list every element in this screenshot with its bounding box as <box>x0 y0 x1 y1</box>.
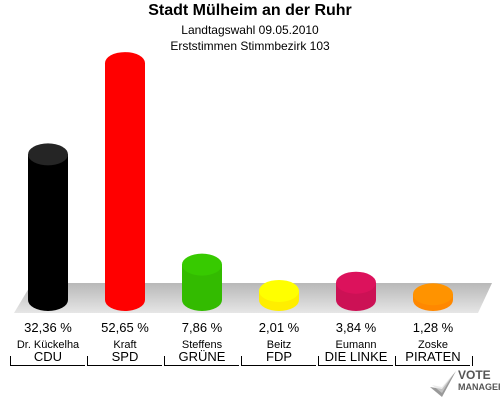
value-label: 3,84 % <box>335 320 377 335</box>
party-label: DIE LINKE <box>324 349 388 364</box>
party-underline <box>319 365 393 366</box>
value-label: 2,01 % <box>258 320 300 335</box>
candidate-label: Kraft <box>113 339 137 351</box>
party-label: PIRATEN <box>405 349 461 364</box>
candidate-label: Steffens <box>181 339 223 351</box>
candidate-label: Eumann <box>335 339 377 351</box>
logo-text-manager: MANAGER <box>458 382 500 392</box>
bar-fdp <box>259 279 299 311</box>
party-label: FDP <box>266 349 292 364</box>
candidate-label: Beitz <box>266 339 292 351</box>
bar-top <box>105 52 145 75</box>
axis-tick <box>164 356 165 366</box>
logo-text-vote: VOTE <box>458 368 491 382</box>
bar-top <box>182 253 222 276</box>
bar-top <box>336 271 376 294</box>
value-label: 7,86 % <box>181 320 223 335</box>
bar-body <box>28 154 68 311</box>
party-underline <box>242 365 316 366</box>
axis-tick <box>472 356 473 366</box>
bar-top <box>413 283 453 306</box>
axis-tick <box>10 356 11 366</box>
chart-title: Stadt Mülheim an der Ruhr <box>148 2 352 19</box>
bar-top <box>28 143 68 166</box>
party-underline <box>88 365 162 366</box>
axis-tick <box>395 356 396 366</box>
candidate-label: Dr. Kückelha <box>16 339 80 351</box>
bar-die-linke <box>336 271 376 311</box>
bar-body <box>105 63 145 312</box>
bar-piraten <box>413 283 453 311</box>
axis-tick <box>241 356 242 366</box>
chart-subtitle-district: Erststimmen Stimmbezirk 103 <box>170 39 330 53</box>
bar-spd <box>105 52 145 312</box>
bar-top <box>259 279 299 302</box>
bar-grüne <box>182 253 222 311</box>
axis-tick <box>87 356 88 366</box>
party-underline <box>11 365 85 366</box>
value-label: 52,65 % <box>101 320 149 335</box>
party-label: SPD <box>111 349 139 364</box>
party-underline <box>165 365 239 366</box>
vote-manager-logo: VOTE MANAGER <box>424 366 500 400</box>
party-underline <box>396 365 470 366</box>
ballot-check-icon <box>430 371 456 397</box>
bar-body <box>182 264 222 311</box>
candidate-label: Zoske <box>418 339 448 351</box>
party-label: GRÜNE <box>178 349 226 364</box>
chart-subtitle-date: Landtagswahl 09.05.2010 <box>181 23 319 37</box>
value-label: 32,36 % <box>24 320 72 335</box>
bar-cdu <box>28 143 68 311</box>
value-label: 1,28 % <box>412 320 454 335</box>
party-label: CDU <box>33 349 63 364</box>
axis-tick <box>318 356 319 366</box>
